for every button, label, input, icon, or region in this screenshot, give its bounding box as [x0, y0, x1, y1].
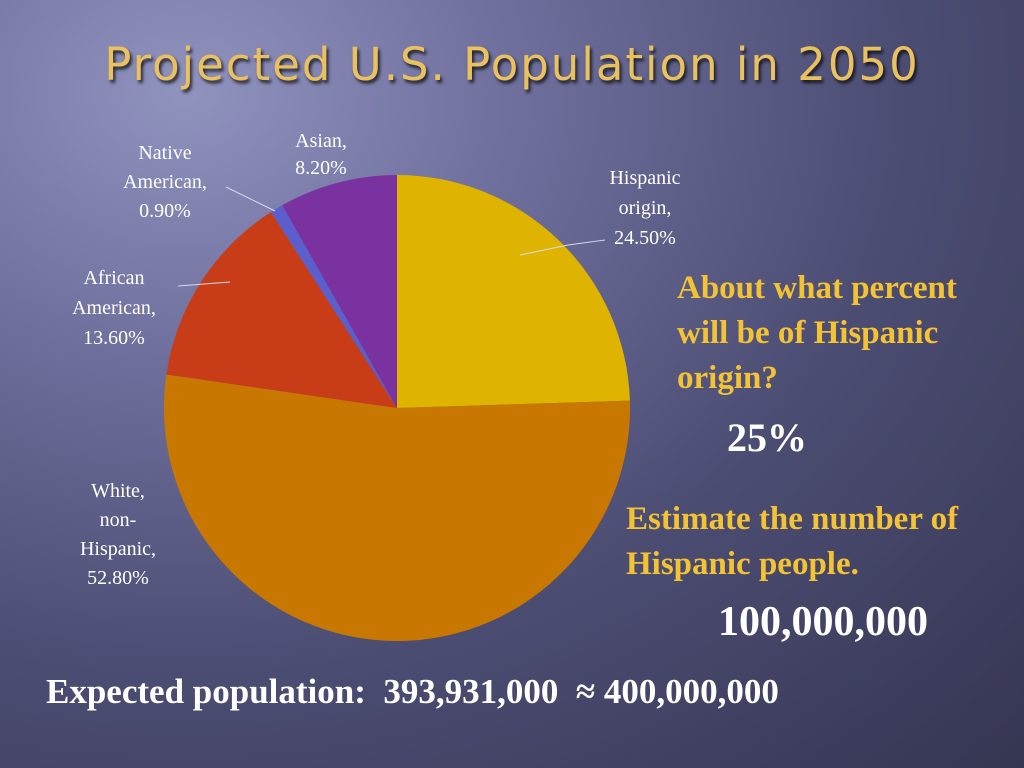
pie-slice-white	[164, 374, 631, 641]
slide-title: Projected U.S. Population in 2050	[104, 38, 920, 91]
pie-slice-native-american	[270, 205, 397, 408]
question-hispanic-number: Estimate the number of Hispanic people.	[626, 501, 959, 582]
data-label-asian: Asian, 8.20%	[295, 130, 347, 179]
data-label-white: White, non-Hispanic, 52.80%	[80, 480, 156, 589]
data-label-hispanic: Hispanic origin, 24.50%	[609, 167, 680, 249]
data-label-native-american: Native American, 0.90%	[123, 142, 207, 222]
expected-population-text: Expected population: 393,931,000 ≈ 400,0…	[46, 672, 779, 711]
pie-slice-african-american	[166, 212, 397, 408]
leader-line-african-american	[177, 281, 231, 287]
question-hispanic-percent: About what percent will be of Hispanic o…	[677, 270, 957, 396]
leader-line-native-american	[225, 186, 276, 212]
answer-hispanic-percent: 25%	[727, 415, 807, 460]
answer-hispanic-number: 100,000,000	[718, 599, 928, 645]
pie-slice-hispanic	[397, 175, 630, 408]
leader-line-hispanic	[519, 239, 606, 256]
data-label-african-american: African American, 13.60%	[72, 267, 156, 349]
pie-slice-asian	[282, 175, 397, 408]
